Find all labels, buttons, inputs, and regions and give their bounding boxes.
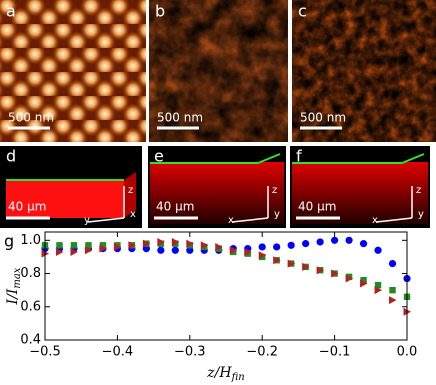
point (113, 242, 122, 251)
surface-line (292, 153, 425, 164)
point (142, 239, 151, 248)
axis-letter: y (274, 209, 280, 220)
label-sub: fin (231, 372, 245, 383)
fluorescence (6, 180, 124, 218)
point (85, 242, 92, 249)
point (157, 246, 165, 254)
panel-label: e (154, 147, 164, 166)
x-tick-label: −0.5 (29, 345, 61, 360)
point (99, 242, 107, 249)
point (70, 247, 78, 256)
point (316, 238, 324, 246)
y-tick-label: 1.0 (20, 233, 41, 248)
surface-line (150, 153, 281, 164)
scale-label: 500 nm (8, 111, 54, 125)
point (244, 247, 252, 256)
scale-label: 40 μm (156, 200, 194, 214)
axis-letter: x (130, 209, 136, 220)
point (171, 246, 179, 254)
label-sub: max (12, 267, 23, 288)
point (345, 274, 354, 283)
axis-letter: y (84, 215, 90, 226)
point (360, 276, 367, 284)
point (70, 242, 78, 249)
point (389, 296, 397, 305)
point (302, 262, 310, 271)
label-main: I/I (5, 288, 21, 305)
panel-label: d (6, 147, 16, 166)
point (374, 286, 383, 295)
axis-letter: x (228, 215, 234, 226)
panel-label: b (155, 2, 165, 21)
point (345, 236, 353, 244)
x-tick-label: −0.3 (174, 345, 206, 360)
point (331, 269, 339, 278)
y-tick-label: 0.4 (20, 333, 41, 348)
x-tick-label: −0.1 (319, 345, 351, 360)
label-main: z/H (206, 365, 232, 381)
point (302, 240, 310, 248)
fluorescence (292, 162, 428, 224)
chart: g 0.4 0.6 0.8 1.0 −0.5 −0.4 −0.3 −0.2 −0.1 0.0 z/Hf… (4, 231, 418, 383)
axis-letter: z (128, 185, 133, 196)
point (316, 266, 325, 275)
point (389, 286, 396, 294)
point (287, 259, 296, 268)
y-tick-label: 0.8 (20, 266, 41, 281)
axis-letter: z (416, 185, 421, 196)
point (273, 243, 281, 251)
axis-letter: x (372, 215, 378, 226)
point (56, 242, 63, 249)
point (171, 237, 180, 246)
point (99, 244, 107, 253)
point (215, 242, 223, 251)
point (200, 241, 209, 250)
panel-label: a (6, 2, 16, 21)
afm-texture (149, 0, 288, 142)
point (359, 240, 368, 248)
axis-arrow (231, 217, 269, 223)
fluorescence (150, 162, 284, 224)
x-tick-label: 0.0 (397, 345, 418, 360)
point (374, 281, 382, 289)
point (374, 246, 382, 254)
plot-frame (44, 231, 408, 341)
scale-label: 40 μm (8, 200, 46, 214)
point (388, 259, 397, 268)
point (229, 246, 238, 255)
point (258, 251, 267, 260)
point (360, 279, 368, 288)
scale-label: 40 μm (298, 200, 336, 214)
x-tick-label: −0.2 (246, 345, 278, 360)
point (287, 241, 295, 249)
axis-arrow (87, 217, 125, 223)
point (55, 247, 64, 256)
scale-label: 500 nm (300, 111, 346, 125)
panel-label: f (296, 147, 302, 166)
scale-label: 500 nm (157, 111, 203, 125)
image-panels: a 500 nm b 500 nm c 500 nm z x y d 40 μm z y x e 40 μm z… (0, 0, 436, 228)
point (273, 256, 281, 265)
point (331, 236, 339, 244)
point (128, 241, 136, 250)
panel-label: c (298, 2, 307, 21)
y-axis-label: I/Imax (5, 267, 23, 305)
point (157, 237, 165, 246)
point (258, 243, 266, 251)
x-axis-label: z/Hfin (206, 365, 244, 383)
point (84, 246, 93, 255)
axis-arrow (375, 217, 413, 223)
axis-letter: z (272, 185, 277, 196)
point (186, 239, 194, 248)
panel-label: g (4, 232, 14, 251)
y-tick-label: 0.6 (20, 299, 41, 314)
afm-texture (292, 0, 436, 142)
x-tick-label: −0.4 (102, 345, 134, 360)
afm-image (0, 0, 146, 142)
fluorescence-side (124, 172, 136, 218)
axis-letter: y (418, 209, 424, 220)
